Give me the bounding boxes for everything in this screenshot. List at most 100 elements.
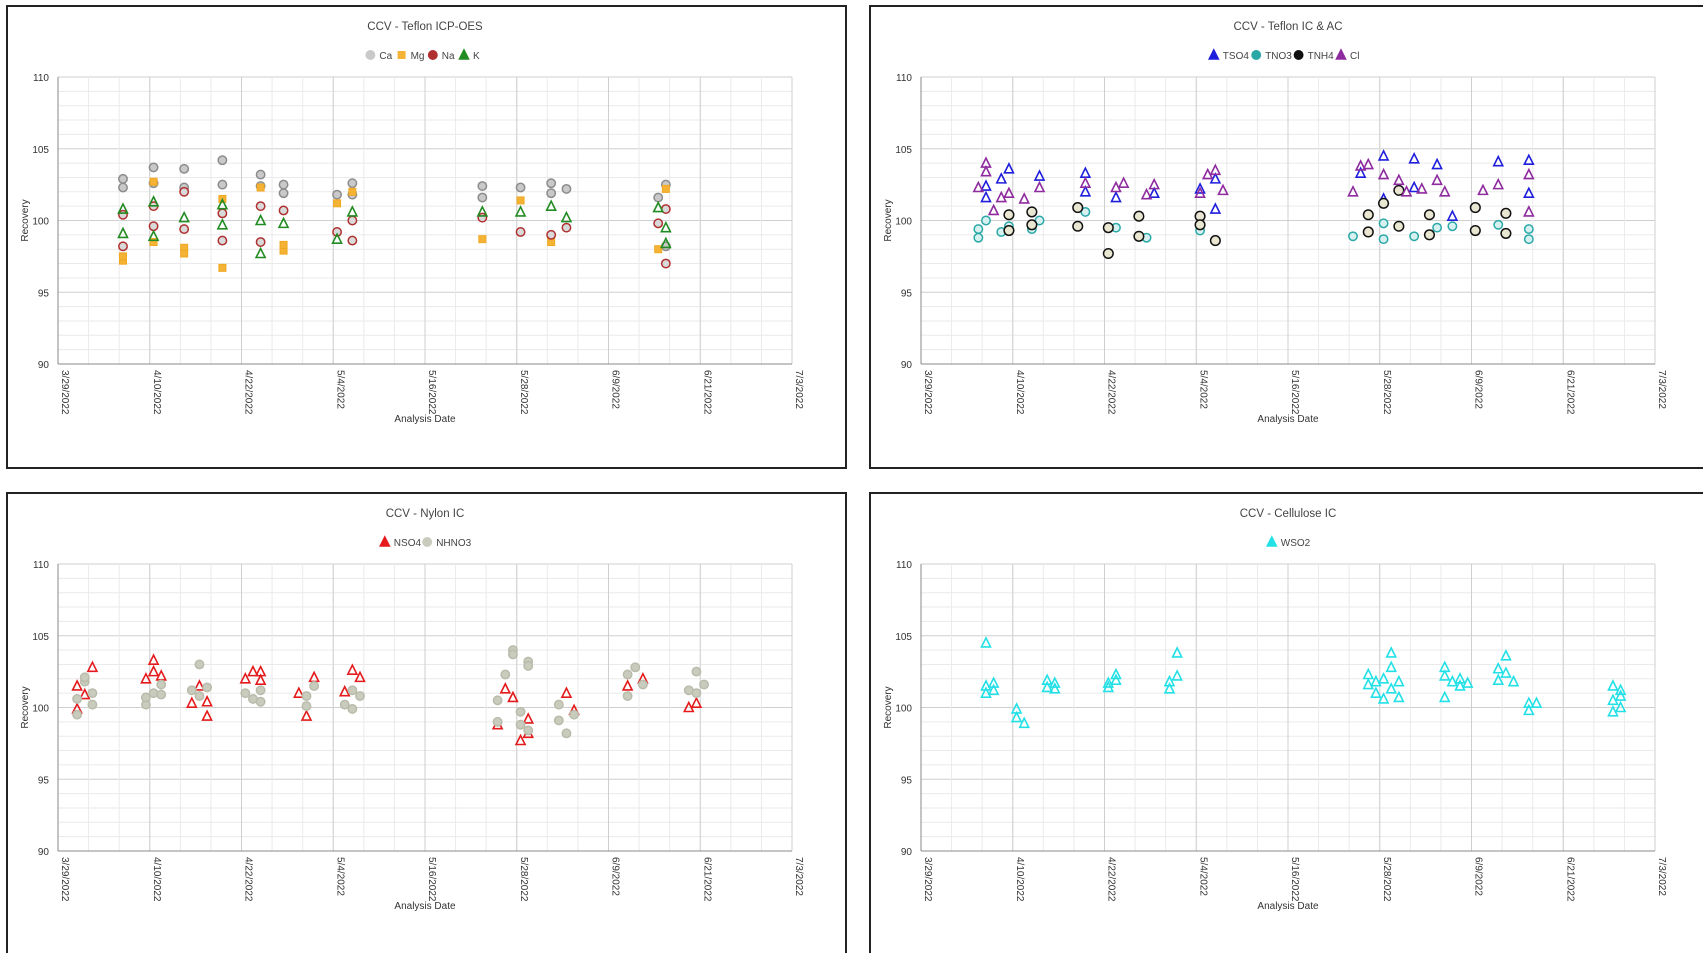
data-point-cl — [1217, 183, 1229, 196]
data-point-na — [179, 224, 190, 235]
data-point-ca — [217, 155, 228, 166]
x-tick-label: 7/3/2022 — [1656, 857, 1667, 896]
y-axis-label: Recovery — [883, 686, 894, 728]
data-point-k — [117, 202, 129, 214]
data-point-k — [346, 205, 359, 217]
legend-marker-na — [427, 50, 438, 60]
legend-label-tso4: TSO4 — [1223, 51, 1250, 62]
data-point-mg — [256, 183, 265, 192]
data-point-k — [331, 232, 343, 244]
data-point-tno3 — [981, 215, 991, 226]
data-point-na — [347, 235, 358, 246]
data-point-nso4 — [293, 686, 305, 698]
data-point-mg — [149, 177, 158, 186]
grid-lines — [57, 76, 793, 365]
chart-svg-cellulose-ic: 90 95 100 105 110 3/29/2022 4/10/2022 4/22/2022… — [883, 508, 1667, 912]
data-point-nso4 — [308, 670, 320, 683]
data-point-nso4 — [201, 694, 213, 707]
legend-label-k: K — [473, 51, 480, 62]
x-tick-label: 4/22/2022 — [243, 370, 254, 415]
data-point-tso4 — [1408, 152, 1420, 164]
data-point-wso2 — [1500, 649, 1512, 661]
x-tick-label: 6/9/2022 — [610, 370, 621, 409]
data-point-ca — [653, 192, 664, 203]
y-tick-label: 100 — [895, 217, 912, 228]
data-point-wso2 — [1523, 703, 1535, 716]
data-point-nso4 — [682, 700, 695, 713]
data-point-wso2 — [987, 676, 1000, 688]
data-point-k — [147, 195, 160, 207]
x-tick-label: 7/3/2022 — [793, 370, 804, 409]
data-point-wso2 — [1454, 679, 1466, 691]
legend-marker-tnh4 — [1293, 50, 1304, 60]
data-point-tnh4 — [1072, 220, 1084, 232]
data-point-nso4 — [147, 664, 160, 677]
data-point-wso2 — [1500, 666, 1512, 678]
data-point-wso2 — [1492, 661, 1505, 674]
data-point-nhno3 — [622, 691, 633, 701]
data-point-cl — [1347, 185, 1359, 197]
data-point-k — [178, 210, 190, 223]
data-point-wso2 — [1110, 673, 1122, 686]
data-point-ca — [546, 178, 557, 189]
data-point-wso2 — [1385, 646, 1398, 658]
x-tick-label: 6/9/2022 — [1473, 857, 1484, 896]
data-point-na — [561, 222, 572, 233]
data-point-nhno3 — [194, 659, 205, 670]
data-point-wso2 — [1370, 686, 1382, 698]
x-axis-label: Analysis Date — [1257, 901, 1319, 912]
data-point-k — [147, 229, 160, 242]
data-point-nhno3 — [523, 660, 534, 671]
legend-label-ca: Ca — [379, 51, 392, 62]
chart-title: CCV - Teflon IC & AC — [1233, 21, 1342, 33]
data-point-na — [118, 241, 128, 252]
data-point-wso2 — [1362, 667, 1375, 680]
legend-marker-nso4 — [379, 535, 391, 547]
data-point-cl — [1110, 180, 1122, 193]
data-point-nhno3 — [515, 706, 526, 717]
y-tick-label: 90 — [901, 847, 913, 858]
data-point-nhno3 — [561, 728, 572, 739]
data-point-tso4 — [980, 179, 992, 191]
data-point-nso4 — [560, 686, 573, 698]
data-point-nhno3 — [301, 691, 312, 701]
data-point-wso2 — [1110, 667, 1122, 680]
legend-label-wso2: WSO2 — [1281, 538, 1311, 549]
data-point-tso4 — [995, 172, 1008, 184]
data-point-tso4 — [1354, 166, 1367, 178]
data-point-nhno3 — [691, 688, 702, 699]
data-point-nhno3 — [79, 672, 90, 683]
data-point-k — [117, 226, 129, 239]
data-point-nhno3 — [309, 681, 320, 691]
x-tick-label: 5/4/2022 — [1197, 370, 1208, 409]
data-point-cl — [1523, 205, 1535, 217]
chart-title: CCV - Cellulose IC — [1240, 508, 1337, 520]
data-point-nhno3 — [347, 703, 358, 714]
y-tick-label: 100 — [895, 704, 912, 715]
data-point-nso4 — [338, 684, 351, 697]
data-point-na — [148, 221, 159, 232]
data-point-tnh4 — [1209, 235, 1221, 247]
data-point-wso2 — [1163, 682, 1176, 694]
data-point-ca — [477, 181, 488, 192]
data-point-tnh4 — [1393, 184, 1405, 196]
data-point-tso4 — [1431, 157, 1443, 170]
data-point-nso4 — [346, 663, 359, 675]
data-point-k — [277, 216, 290, 229]
data-point-wso2 — [980, 679, 992, 691]
data-point-ca — [217, 179, 228, 190]
data-point-cl — [1477, 183, 1489, 196]
data-point-mg — [218, 263, 227, 272]
data-point-mg — [348, 187, 357, 196]
chart-svg-nylon-ic: 90 95 100 105 110 3/29/2022 4/10/2022 4/22/2022… — [20, 508, 804, 912]
legend-label-tno3: TNO3 — [1265, 51, 1292, 62]
data-point-mg — [118, 252, 127, 261]
data-point-cl — [1438, 185, 1451, 197]
y-tick-label: 105 — [895, 145, 912, 156]
data-point-tso4 — [1033, 169, 1046, 181]
data-point-mg — [654, 245, 663, 254]
data-point-nso4 — [254, 673, 267, 686]
data-point-nhno3 — [553, 715, 564, 726]
data-point-wso2 — [1385, 660, 1398, 673]
data-point-cl — [1523, 167, 1535, 180]
